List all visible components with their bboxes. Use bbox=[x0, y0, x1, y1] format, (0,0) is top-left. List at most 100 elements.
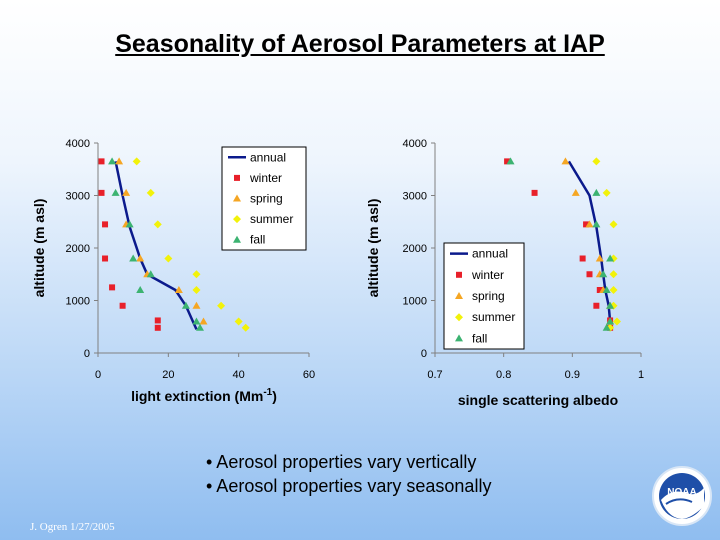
data-point-fall bbox=[136, 286, 145, 293]
x-axis-label: single scattering albedo bbox=[458, 392, 618, 408]
data-point-winter bbox=[102, 221, 109, 228]
data-point-summer bbox=[241, 323, 250, 332]
legend-swatch bbox=[233, 215, 241, 224]
data-point-spring bbox=[199, 317, 208, 325]
legend-label: winter bbox=[249, 171, 282, 185]
y-tick-label: 0 bbox=[84, 348, 90, 360]
data-point-fall bbox=[111, 188, 120, 196]
legend-swatch bbox=[234, 174, 240, 181]
data-point-winter bbox=[109, 284, 116, 291]
legend-label: fall bbox=[250, 233, 265, 247]
data-point-winter bbox=[586, 271, 593, 278]
data-point-fall bbox=[108, 157, 117, 165]
data-point-fall bbox=[602, 286, 611, 293]
x-tick-label: 0.7 bbox=[427, 369, 442, 381]
data-point-summer bbox=[164, 254, 173, 263]
data-point-summer bbox=[602, 188, 611, 197]
data-point-fall bbox=[506, 157, 515, 165]
data-point-winter bbox=[504, 158, 511, 165]
data-point-spring bbox=[192, 301, 201, 309]
data-point-spring bbox=[115, 157, 124, 165]
data-point-fall bbox=[602, 323, 611, 331]
data-point-summer bbox=[132, 157, 141, 166]
data-point-fall bbox=[606, 301, 615, 309]
y-tick-label: 0 bbox=[421, 348, 427, 360]
noaa-logo: NOAA bbox=[652, 466, 712, 526]
slide-title: Seasonality of Aerosol Parameters at IAP bbox=[115, 30, 605, 58]
y-axis-label: altitude (m asl) bbox=[31, 199, 47, 298]
data-point-winter bbox=[583, 221, 590, 228]
data-point-fall bbox=[592, 188, 601, 196]
x-tick-label: 1 bbox=[638, 369, 644, 381]
data-point-winter bbox=[98, 189, 105, 196]
data-point-winter bbox=[593, 302, 600, 309]
data-point-summer bbox=[609, 286, 618, 294]
x-tick-label: 60 bbox=[303, 369, 315, 381]
y-tick-label: 2000 bbox=[66, 243, 90, 255]
data-point-fall bbox=[606, 254, 615, 262]
x-tick-label: 0 bbox=[95, 369, 101, 381]
legend-swatch bbox=[456, 271, 462, 278]
bullet-item: • Aerosol properties vary seasonally bbox=[206, 476, 492, 496]
legend-label: summer bbox=[250, 212, 293, 226]
data-point-winter bbox=[98, 158, 105, 165]
footer-credit: J. Ogren 1/27/2005 bbox=[30, 521, 115, 533]
data-point-spring bbox=[561, 157, 570, 165]
bullet-item: • Aerosol properties vary vertically bbox=[206, 452, 477, 472]
data-point-spring bbox=[174, 286, 183, 293]
legend-swatch bbox=[455, 334, 463, 342]
y-tick-label: 1000 bbox=[66, 296, 90, 308]
data-point-summer bbox=[612, 317, 621, 326]
data-point-winter bbox=[154, 317, 161, 324]
data-point-summer bbox=[146, 188, 155, 197]
legend-swatch bbox=[233, 235, 241, 243]
data-point-spring bbox=[571, 188, 580, 196]
y-tick-label: 4000 bbox=[66, 138, 90, 150]
data-point-summer bbox=[217, 301, 226, 310]
legend-label: summer bbox=[472, 310, 515, 324]
data-point-fall bbox=[192, 317, 201, 325]
data-point-summer bbox=[153, 220, 162, 229]
legend-label: spring bbox=[472, 289, 505, 303]
legend-swatch bbox=[455, 292, 463, 299]
legend-label: fall bbox=[472, 331, 487, 345]
data-point-winter bbox=[531, 189, 538, 196]
data-point-winter bbox=[154, 324, 161, 331]
data-point-summer bbox=[192, 286, 201, 294]
y-tick-label: 4000 bbox=[403, 138, 427, 150]
y-tick-label: 1000 bbox=[403, 296, 427, 308]
x-tick-label: 0.9 bbox=[565, 369, 580, 381]
x-axis-label: light extinction (Mm-1) bbox=[131, 387, 277, 404]
data-point-fall bbox=[146, 270, 155, 278]
data-point-winter bbox=[596, 287, 603, 293]
y-tick-label: 2000 bbox=[403, 243, 427, 255]
x-tick-label: 40 bbox=[233, 369, 245, 381]
data-point-summer bbox=[592, 157, 601, 166]
chart-2: 0 1000 2000 3000 4000 0.7 0.8 0.9 1 altitude (m a… bbox=[365, 138, 644, 408]
legend-swatch bbox=[455, 313, 463, 322]
data-point-fall bbox=[599, 270, 608, 278]
data-point-spring bbox=[585, 220, 594, 228]
x-tick-label: 20 bbox=[162, 369, 174, 381]
data-point-fall bbox=[592, 220, 601, 228]
data-point-spring bbox=[136, 254, 145, 262]
data-point-winter bbox=[579, 255, 586, 262]
legend-swatch bbox=[233, 194, 241, 202]
data-point-winter bbox=[119, 302, 126, 309]
data-point-summer bbox=[609, 270, 618, 279]
data-point-fall bbox=[195, 323, 204, 331]
legend-label: annual bbox=[472, 247, 508, 261]
data-point-winter bbox=[102, 255, 109, 262]
data-point-summer bbox=[192, 270, 201, 279]
data-point-spring bbox=[595, 254, 604, 262]
data-point-fall bbox=[606, 317, 615, 325]
chart-1: 0 1000 2000 3000 4000 0 20 40 60 altitude (m asl)… bbox=[31, 138, 315, 404]
x-tick-label: 0.8 bbox=[496, 369, 511, 381]
bullet-list: • Aerosol properties vary vertically • A… bbox=[206, 450, 491, 498]
data-point-fall bbox=[125, 220, 134, 228]
logo-text: NOAA bbox=[667, 487, 696, 498]
data-point-spring bbox=[122, 188, 131, 196]
data-point-summer bbox=[609, 220, 618, 229]
legend-label: annual bbox=[250, 150, 286, 164]
data-point-fall bbox=[129, 254, 138, 262]
